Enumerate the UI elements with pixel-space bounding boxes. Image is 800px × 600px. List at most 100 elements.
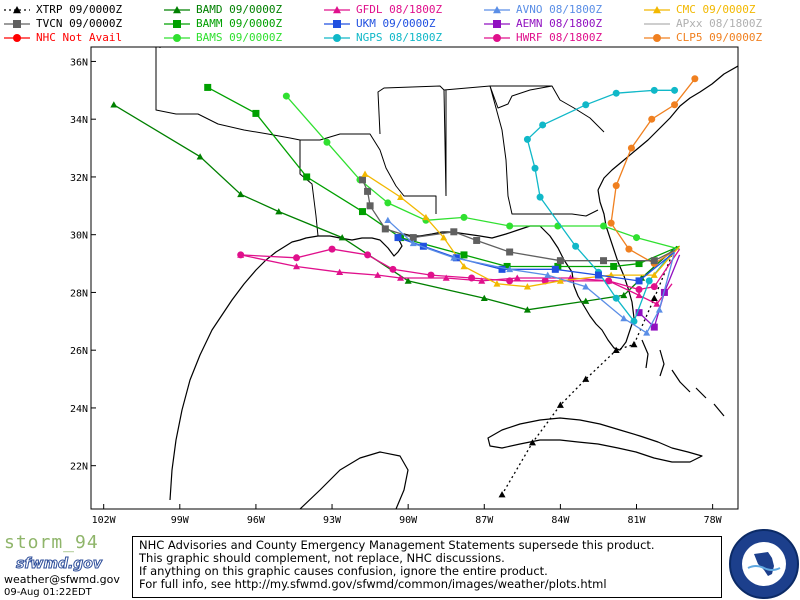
- legend-marker: [173, 20, 181, 28]
- legend-swatch-icon: [644, 6, 670, 14]
- track-point: [605, 277, 613, 285]
- track-point: [645, 277, 653, 285]
- track-point: [551, 265, 559, 273]
- legend-marker: [13, 34, 21, 42]
- legend-label: BAMM 09/0000Z: [196, 17, 283, 30]
- track-point: [303, 173, 311, 181]
- legend-swatch-icon: [324, 6, 350, 14]
- legend-label: AEMN 08/1800Z: [516, 17, 603, 30]
- track-point: [358, 208, 366, 216]
- track-tvcn: [358, 176, 678, 265]
- track-point: [506, 222, 514, 230]
- track-point: [582, 297, 590, 304]
- track-point: [523, 283, 531, 290]
- legend-marker: [653, 34, 661, 42]
- track-point: [422, 213, 430, 221]
- track-point: [582, 375, 590, 382]
- legend-label: BAMD 09/0000Z: [196, 3, 283, 16]
- track-point: [498, 265, 506, 273]
- legend-label: NHC Not Avail: [36, 31, 123, 44]
- coastline-gulf: [169, 189, 635, 501]
- timestamp: 09-Aug 01:22EDT: [4, 587, 92, 598]
- track-point: [374, 271, 382, 278]
- track-point: [440, 234, 448, 241]
- track-point: [493, 280, 501, 287]
- track-point: [600, 257, 608, 265]
- track-point: [635, 260, 643, 268]
- track-point: [397, 274, 405, 281]
- legend-swatch-icon: [164, 6, 190, 14]
- lon-label: 81W: [627, 515, 646, 526]
- legend-marker: [173, 34, 181, 42]
- storm-name: storm_94: [4, 532, 99, 553]
- track-point: [620, 314, 628, 322]
- legend-marker: [493, 6, 501, 14]
- track-point: [282, 92, 290, 100]
- legend-marker: [333, 20, 341, 28]
- track-point: [450, 228, 458, 236]
- lat-label: 34N: [70, 115, 88, 126]
- track-point: [528, 439, 536, 446]
- lon-label: 87W: [475, 515, 494, 526]
- track-point: [635, 277, 643, 285]
- track-bams: [282, 92, 680, 250]
- track-point: [582, 101, 590, 109]
- disclaimer-line[interactable]: For full info, see http://my.sfwmd.gov/s…: [139, 577, 607, 591]
- lon-label: 93W: [323, 515, 342, 526]
- track-point: [358, 176, 366, 184]
- legend-label: APxx 08/1800Z: [676, 17, 763, 30]
- track-point: [473, 236, 481, 244]
- track-point: [468, 274, 476, 282]
- track-point: [478, 277, 486, 284]
- track-point: [389, 265, 397, 273]
- track-point: [252, 109, 260, 117]
- legend-swatch-icon: [644, 34, 670, 42]
- track-point: [612, 294, 620, 302]
- lon-label: 78W: [704, 515, 723, 526]
- legend-swatch-icon: [484, 20, 510, 28]
- legend-marker: [333, 6, 341, 14]
- state-borders: [155, 47, 605, 237]
- track-point: [498, 491, 506, 498]
- track-point: [450, 254, 458, 261]
- lat-label: 28N: [70, 288, 88, 299]
- contact-email[interactable]: weather@sfwmd.gov: [4, 573, 120, 586]
- track-point: [480, 294, 488, 302]
- legend-label: CLP5 09/0000Z: [676, 31, 763, 44]
- track-point: [397, 193, 405, 200]
- legend-label: NGPS 08/1800Z: [356, 31, 443, 44]
- track-point: [610, 262, 618, 270]
- track-xtrp: [498, 254, 673, 498]
- legend-label: UKM 09/0000Z: [356, 17, 436, 30]
- track-point: [643, 329, 651, 336]
- track-point: [635, 309, 643, 317]
- footer-branding: storm_94 sfwmd.gov weather@sfwmd.gov 09-…: [2, 532, 130, 600]
- track-point: [531, 164, 539, 172]
- legend-label: TVCN 09/0000Z: [36, 17, 123, 30]
- lon-label: 84W: [551, 515, 570, 526]
- axis-labels: 102W 99W 96W 93W 90W 87W 84W 81W 78W 22N 24N 26N 28N…: [70, 57, 723, 526]
- track-point: [460, 213, 468, 221]
- lat-label: 30N: [70, 231, 88, 242]
- legend-swatch-icon: [324, 20, 350, 28]
- track-point: [523, 306, 531, 313]
- track-point: [650, 257, 658, 265]
- legend-label: BAMS 09/0000Z: [196, 31, 283, 44]
- track-point: [556, 401, 564, 408]
- legend-swatch-icon: [644, 23, 670, 25]
- track-point: [536, 193, 544, 201]
- disclaimer-box: NHC Advisories and County Emergency Mana…: [132, 536, 722, 598]
- track-point: [650, 323, 658, 331]
- track-line: [387, 219, 676, 334]
- track-point: [630, 340, 638, 348]
- track-point: [427, 271, 435, 279]
- track-point: [671, 101, 679, 109]
- coastline-yucatan: [299, 451, 409, 509]
- track-point: [625, 245, 633, 253]
- track-point: [650, 271, 658, 278]
- track-point: [196, 153, 204, 160]
- track-point: [655, 306, 663, 313]
- track-line: [526, 89, 676, 323]
- forecast-tracks: [110, 75, 699, 498]
- model-legend: XTRP 09/0000Z BAMD 09/0000Z GFDL 08/1800Z A…: [0, 0, 800, 46]
